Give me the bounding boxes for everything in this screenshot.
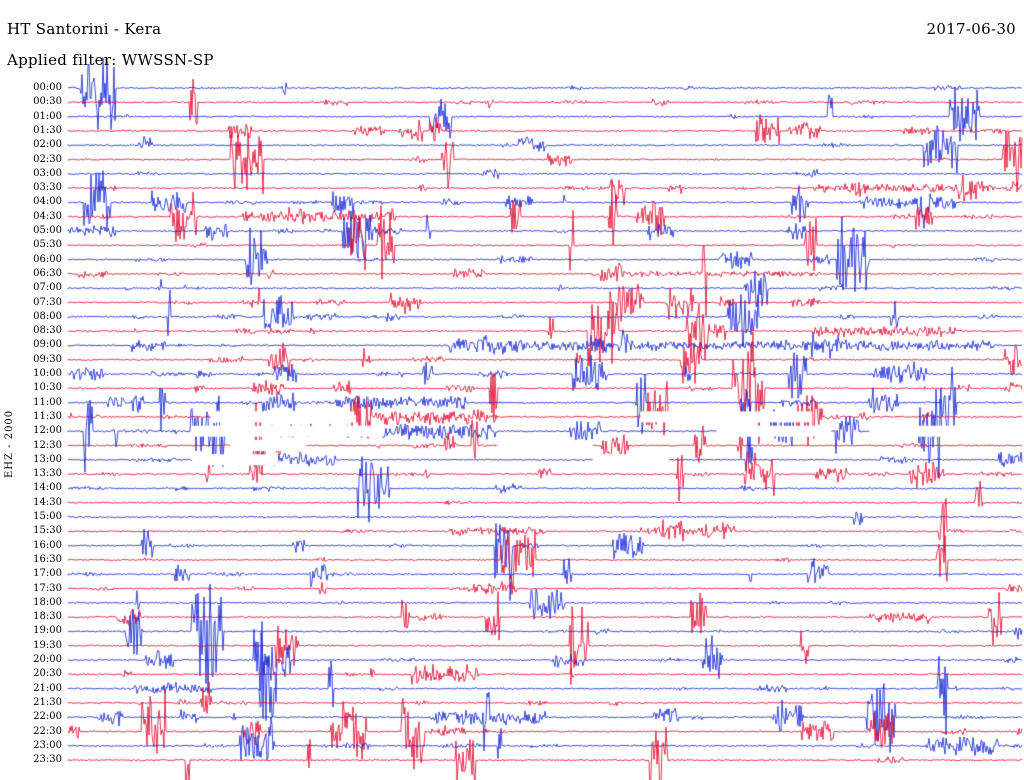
applied-filter-line: Applied filter: WWSSN-SP (7, 51, 214, 69)
channel-axis-label: EHZ - 2000 (4, 409, 15, 478)
date-label: 2017-06-30 (926, 20, 1016, 38)
filter-label: Applied filter: (7, 51, 117, 69)
station-title: HT Santorini - Kera (7, 20, 162, 38)
filter-value: WWSSN-SP (121, 51, 214, 69)
